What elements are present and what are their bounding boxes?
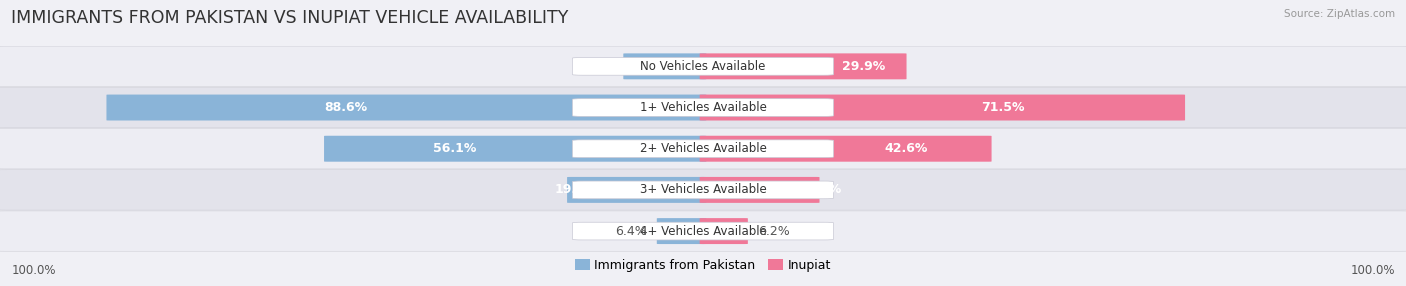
FancyBboxPatch shape — [623, 53, 706, 79]
FancyBboxPatch shape — [567, 177, 706, 203]
Text: 2+ Vehicles Available: 2+ Vehicles Available — [640, 142, 766, 155]
FancyBboxPatch shape — [0, 128, 1406, 169]
Text: 4+ Vehicles Available: 4+ Vehicles Available — [640, 225, 766, 238]
FancyBboxPatch shape — [572, 57, 834, 75]
Text: 3+ Vehicles Available: 3+ Vehicles Available — [640, 183, 766, 196]
Text: 1+ Vehicles Available: 1+ Vehicles Available — [640, 101, 766, 114]
Text: IMMIGRANTS FROM PAKISTAN VS INUPIAT VEHICLE AVAILABILITY: IMMIGRANTS FROM PAKISTAN VS INUPIAT VEHI… — [11, 9, 568, 27]
Text: No Vehicles Available: No Vehicles Available — [640, 60, 766, 73]
Legend: Immigrants from Pakistan, Inupiat: Immigrants from Pakistan, Inupiat — [569, 254, 837, 277]
FancyBboxPatch shape — [0, 211, 1406, 251]
Text: 11.4%: 11.4% — [583, 60, 626, 73]
FancyBboxPatch shape — [657, 218, 706, 244]
FancyBboxPatch shape — [700, 136, 991, 162]
FancyBboxPatch shape — [700, 218, 748, 244]
FancyBboxPatch shape — [323, 136, 706, 162]
FancyBboxPatch shape — [572, 140, 834, 158]
FancyBboxPatch shape — [0, 87, 1406, 128]
Text: 71.5%: 71.5% — [981, 101, 1025, 114]
FancyBboxPatch shape — [572, 222, 834, 240]
Text: 16.9%: 16.9% — [799, 183, 841, 196]
FancyBboxPatch shape — [700, 53, 907, 79]
FancyBboxPatch shape — [0, 46, 1406, 87]
FancyBboxPatch shape — [0, 170, 1406, 210]
FancyBboxPatch shape — [700, 177, 820, 203]
Text: 100.0%: 100.0% — [11, 265, 56, 277]
Text: 42.6%: 42.6% — [884, 142, 928, 155]
Text: 6.4%: 6.4% — [614, 225, 647, 238]
Text: 29.9%: 29.9% — [842, 60, 884, 73]
Text: 56.1%: 56.1% — [433, 142, 477, 155]
FancyBboxPatch shape — [107, 95, 706, 120]
Text: 6.2%: 6.2% — [758, 225, 790, 238]
Text: 88.6%: 88.6% — [325, 101, 368, 114]
Text: Source: ZipAtlas.com: Source: ZipAtlas.com — [1284, 9, 1395, 19]
FancyBboxPatch shape — [572, 181, 834, 199]
FancyBboxPatch shape — [700, 95, 1185, 120]
Text: 100.0%: 100.0% — [1350, 265, 1395, 277]
FancyBboxPatch shape — [572, 99, 834, 116]
Text: 19.8%: 19.8% — [555, 183, 598, 196]
